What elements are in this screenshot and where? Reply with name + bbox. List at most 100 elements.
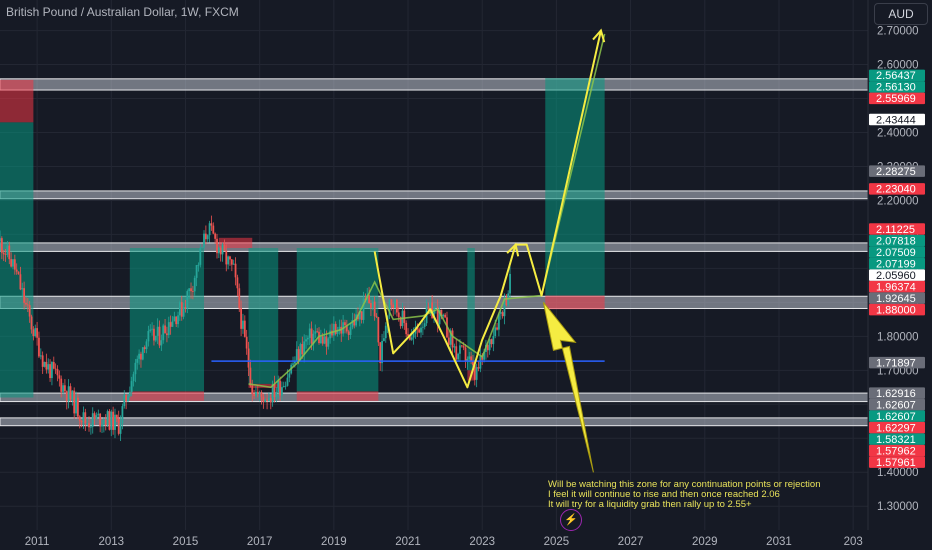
candle-body [269,397,272,403]
price-label-text: 1.92645 [876,293,916,305]
candle-body [208,223,211,236]
candle-body [427,306,430,310]
candle-body [52,361,55,369]
time-tick-label: 2023 [469,536,495,548]
price-label-box [869,183,925,195]
candle-body [255,391,257,397]
price-label-box [869,92,925,105]
candle-body [464,347,467,362]
candle-body [73,390,76,414]
candle-body [210,223,213,226]
stop-zone [0,79,34,123]
candle-body [112,411,115,430]
candle-body [115,414,118,419]
candle-body [243,320,246,337]
candle-body [221,244,224,255]
price-label-text: 1.57962 [876,445,916,457]
candle-body [0,238,1,242]
candle-body [84,412,87,424]
candle-body [384,325,387,339]
candle-body [381,340,383,364]
price-label-text: 2.23040 [876,184,916,196]
candle-body [82,412,85,423]
candle-body [203,233,205,248]
candle-body [223,244,226,251]
price-label-box [869,387,925,399]
candle-body [65,391,68,402]
candle-body [438,309,441,325]
candle-body [327,338,330,347]
time-tick-label: 2021 [395,536,421,548]
candle-body [256,391,259,394]
candle-body [286,377,289,386]
candle-body [494,327,497,337]
candle-body [204,233,207,240]
candle-body [184,306,187,309]
candle-body [182,306,185,317]
callout-arrow [542,302,594,473]
currency-selector[interactable]: AUD [874,3,928,25]
candle-body [106,411,109,426]
candle-body [405,322,408,335]
candle-body [199,248,202,265]
candle-body [268,397,270,401]
price-axis[interactable]: 2.700002.600002.500002.400002.300002.200… [867,0,925,530]
candle-body [396,299,398,313]
candle-body [433,307,435,319]
price-label-text: 2.07818 [876,235,916,247]
drawings-layer [211,28,606,473]
candle-body [19,274,22,290]
price-tick-label: 2.70000 [877,26,919,38]
candle-body [45,361,48,370]
candle-body [321,336,324,344]
candle-body [344,322,346,326]
candle-body [56,369,59,376]
candle-body [69,386,72,400]
price-tick-label: 2.20000 [877,195,919,207]
candle-body [253,394,255,397]
candle-body [15,269,18,272]
time-tick-label: 203 [844,536,863,548]
price-label-text: 2.55969 [876,93,916,105]
candle-body [429,302,432,310]
candle-body [39,355,42,357]
candle-body [273,384,276,398]
candle-body [281,387,283,396]
candle-body [38,337,40,357]
candle-body [175,316,178,325]
candle-body [498,313,500,330]
candle-body [234,263,237,278]
candle-body [457,353,460,360]
candle-body [160,340,163,346]
candle-body [171,321,174,327]
time-axis[interactable]: 2011 2013 2015 2017 2019 2021 2023 2025 2027 2029… [25,536,863,548]
candle-body [167,322,170,336]
candle-body [423,323,426,327]
candle-body [140,353,142,360]
candle-body [97,413,100,416]
projection-path-green [248,33,606,389]
candle-body [470,356,472,362]
candle-body [306,337,309,340]
candle-body [345,325,348,332]
candle-body [242,320,244,329]
candle-body [488,339,491,351]
candle-body [67,386,70,402]
candle-body [308,328,311,338]
candle-body [2,252,5,255]
candle-body [295,349,298,362]
candle-body [229,256,231,260]
candle-body [447,337,450,345]
candle-body [490,339,493,345]
candle-body [351,320,354,328]
candle-body [271,384,274,403]
price-label-box [869,433,925,445]
lightning-icon[interactable]: ⚡ [560,509,582,531]
candle-body [179,302,181,316]
candle-body [466,358,469,362]
stop-zone [218,237,253,249]
candle-body [312,333,315,344]
arrowhead-mid [506,242,520,257]
price-label-box [869,421,925,434]
